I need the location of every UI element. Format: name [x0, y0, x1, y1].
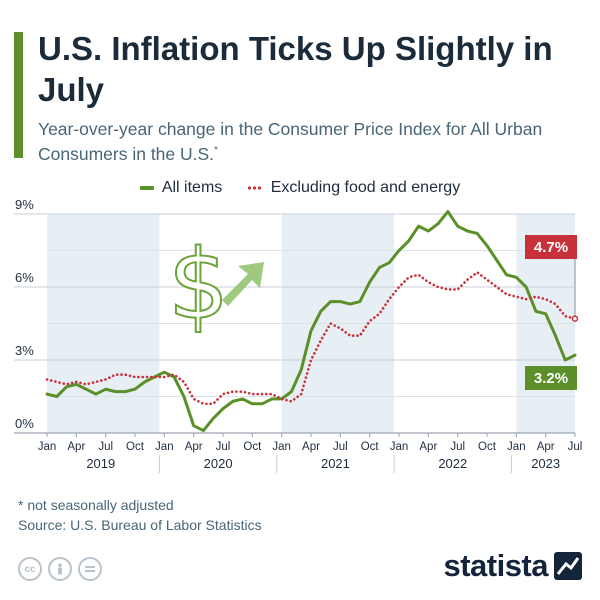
x-month-label: Apr	[67, 441, 85, 453]
x-year-label: 2022	[438, 456, 467, 471]
chart-title: U.S. Inflation Ticks Up Slightly in July	[38, 30, 553, 108]
x-year-label: 2021	[321, 456, 350, 471]
chart-subtitle: Year-over-year change in the Consumer Pr…	[38, 118, 578, 165]
annotation-label-all-items: 3.2%	[534, 370, 568, 387]
x-month-label: Jul	[98, 441, 113, 453]
equals-icon[interactable]	[78, 557, 102, 581]
x-month-label: Jan	[272, 441, 291, 453]
y-tick-label: 6%	[15, 270, 34, 285]
x-month-label: Apr	[185, 441, 203, 453]
x-month-label: Jul	[216, 441, 231, 453]
subtitle-marker: *	[214, 145, 218, 156]
legend-item-core: Excluding food and energy	[246, 179, 461, 197]
series-line-core	[45, 271, 577, 406]
x-month-label: Oct	[243, 441, 262, 453]
x-month-label: Jul	[450, 441, 465, 453]
source-note: Source: U.S. Bureau of Labor Statistics	[18, 517, 262, 533]
x-month-label: Oct	[478, 441, 497, 453]
x-month-label: Jan	[38, 441, 57, 453]
x-year-label: 2023	[531, 456, 560, 471]
annotation-box-core	[525, 235, 577, 259]
annotation-point-core	[571, 315, 579, 322]
series-line-all-items	[45, 210, 577, 433]
cc-icon[interactable]: cc	[18, 557, 42, 581]
x-month-label: Jan	[155, 441, 174, 453]
x-month-label: Jul	[568, 441, 583, 453]
x-month-label: Jan	[507, 441, 526, 453]
legend-swatch-all-items	[139, 186, 154, 190]
x-month-label: Jul	[333, 441, 348, 453]
annotation-box-all-items	[525, 366, 577, 390]
up-arrow-shape	[222, 262, 264, 306]
x-month-label: Apr	[302, 441, 320, 453]
dollar-sign-with-up-arrow-icon: $	[167, 228, 264, 342]
y-tick-label: 3%	[15, 343, 34, 358]
brand-name: statista	[443, 548, 548, 583]
person-icon[interactable]	[48, 557, 72, 581]
y-tick-label: 9%	[15, 197, 34, 212]
x-month-label: Apr	[537, 441, 555, 453]
x-month-label: Oct	[361, 441, 380, 453]
x-year-label: 2020	[204, 456, 233, 471]
y-tick-label: 0%	[15, 416, 34, 431]
legend-item-all-items: All items	[139, 179, 223, 197]
brand-logo[interactable]: statista	[443, 548, 582, 584]
x-month-label: Jan	[390, 441, 409, 453]
x-month-label: Oct	[126, 441, 145, 453]
title-accent-bar	[14, 32, 23, 158]
x-year-label: 2019	[86, 456, 115, 471]
subtitle-text: Year-over-year change in the Consumer Pr…	[38, 119, 543, 164]
license-icons: cc	[18, 557, 102, 581]
annotation-label-core: 4.7%	[534, 239, 568, 256]
chart-legend: All items Excluding food and energy	[0, 177, 600, 197]
brand-mark-icon	[554, 552, 582, 580]
dollar-glyph: $	[168, 229, 229, 341]
x-month-label: Apr	[419, 441, 437, 453]
legend-swatch-core	[246, 186, 263, 190]
footnote: * not seasonally adjusted	[18, 497, 174, 513]
legend-label-core: Excluding food and energy	[270, 179, 461, 196]
legend-label-all-items: All items	[161, 179, 223, 196]
